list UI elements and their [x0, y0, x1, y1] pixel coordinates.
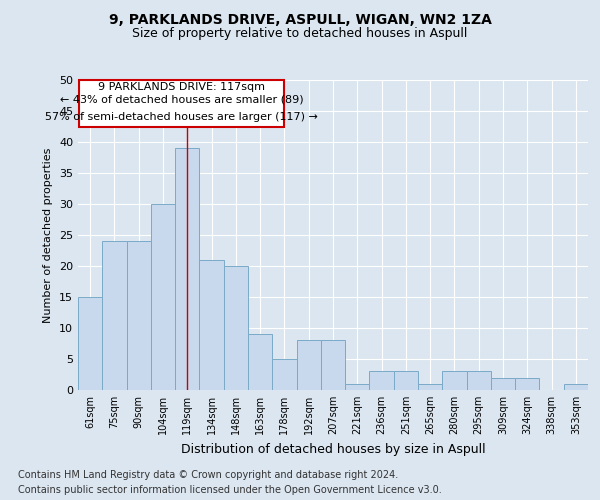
Bar [491, 378, 515, 390]
Bar [127, 241, 151, 390]
Bar [78, 297, 102, 390]
Bar [370, 372, 394, 390]
Text: Contains HM Land Registry data © Crown copyright and database right 2024.: Contains HM Land Registry data © Crown c… [18, 470, 398, 480]
Text: 9, PARKLANDS DRIVE, ASPULL, WIGAN, WN2 1ZA: 9, PARKLANDS DRIVE, ASPULL, WIGAN, WN2 1… [109, 12, 491, 26]
Bar [175, 148, 199, 390]
Text: Size of property relative to detached houses in Aspull: Size of property relative to detached ho… [133, 28, 467, 40]
Bar [224, 266, 248, 390]
Bar [272, 359, 296, 390]
Text: ← 43% of detached houses are smaller (89): ← 43% of detached houses are smaller (89… [60, 95, 304, 105]
Bar [564, 384, 588, 390]
Bar [442, 372, 467, 390]
Bar [418, 384, 442, 390]
Bar [102, 241, 127, 390]
Text: Contains public sector information licensed under the Open Government Licence v3: Contains public sector information licen… [18, 485, 442, 495]
Bar [515, 378, 539, 390]
Bar [467, 372, 491, 390]
Text: 9 PARKLANDS DRIVE: 117sqm: 9 PARKLANDS DRIVE: 117sqm [98, 82, 265, 92]
Y-axis label: Number of detached properties: Number of detached properties [43, 148, 53, 322]
Bar [345, 384, 370, 390]
Bar [248, 334, 272, 390]
Bar [199, 260, 224, 390]
Text: 57% of semi-detached houses are larger (117) →: 57% of semi-detached houses are larger (… [46, 112, 318, 122]
Bar [151, 204, 175, 390]
X-axis label: Distribution of detached houses by size in Aspull: Distribution of detached houses by size … [181, 442, 485, 456]
FancyBboxPatch shape [79, 80, 284, 126]
Bar [394, 372, 418, 390]
Bar [296, 340, 321, 390]
Bar [321, 340, 345, 390]
